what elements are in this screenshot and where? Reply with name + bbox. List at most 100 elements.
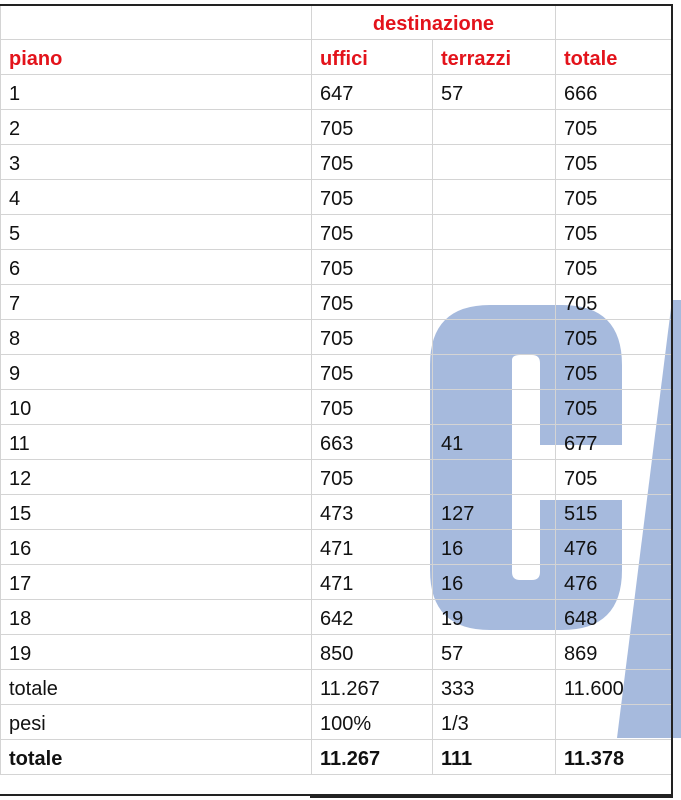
cell-terrazzi[interactable]: [432, 354, 556, 390]
cell-terrazzi[interactable]: 19: [432, 599, 556, 635]
cell-totale[interactable]: 705: [555, 319, 673, 355]
cell-piano[interactable]: 5: [0, 214, 312, 250]
cell-piano[interactable]: 3: [0, 144, 312, 180]
cell-uffici[interactable]: 100%: [311, 704, 433, 740]
cell-terrazzi[interactable]: 41: [432, 424, 556, 460]
cell-terrazzi[interactable]: [432, 144, 556, 180]
cell-totale[interactable]: 515: [555, 494, 673, 530]
cell-terrazzi[interactable]: 111: [432, 739, 556, 775]
cell-uffici[interactable]: 705: [311, 389, 433, 425]
cell-terrazzi[interactable]: [432, 319, 556, 355]
cell-piano[interactable]: 19: [0, 634, 312, 670]
cell-terrazzi[interactable]: 1/3: [432, 704, 556, 740]
table-row: 16 471 16 476: [0, 529, 673, 565]
weighted-total-row: totale 11.267 111 11.378: [0, 739, 673, 775]
table-row: 11 663 41 677: [0, 424, 673, 460]
cell-piano[interactable]: 15: [0, 494, 312, 530]
cell-terrazzi[interactable]: [432, 179, 556, 215]
cell-totale[interactable]: 869: [555, 634, 673, 670]
cell-totale[interactable]: 705: [555, 284, 673, 320]
cell-terrazzi[interactable]: 16: [432, 564, 556, 600]
cell-piano[interactable]: 2: [0, 109, 312, 145]
cell-totale[interactable]: 648: [555, 599, 673, 635]
cell-totale[interactable]: 705: [555, 144, 673, 180]
group-header-destinazione[interactable]: destinazione: [311, 4, 556, 40]
column-header-piano[interactable]: piano: [0, 39, 312, 75]
cell-uffici[interactable]: 471: [311, 564, 433, 600]
cell-piano[interactable]: 10: [0, 389, 312, 425]
cell-piano[interactable]: 11: [0, 424, 312, 460]
cell-piano[interactable]: 9: [0, 354, 312, 390]
table-row: 15 473 127 515: [0, 494, 673, 530]
cell-piano[interactable]: 17: [0, 564, 312, 600]
cell-totale[interactable]: 666: [555, 74, 673, 110]
table-row: 17 471 16 476: [0, 564, 673, 600]
cell-piano[interactable]: totale: [0, 739, 312, 775]
group-header-row: destinazione: [0, 4, 673, 40]
cell-uffici[interactable]: 705: [311, 109, 433, 145]
cell[interactable]: [0, 4, 312, 40]
cell-uffici[interactable]: 705: [311, 319, 433, 355]
cell-terrazzi[interactable]: 333: [432, 669, 556, 705]
cell-totale[interactable]: 705: [555, 354, 673, 390]
cell-uffici[interactable]: 705: [311, 144, 433, 180]
cell-piano[interactable]: 7: [0, 284, 312, 320]
cell-totale[interactable]: 705: [555, 249, 673, 285]
cell-uffici[interactable]: 11.267: [311, 669, 433, 705]
cell-piano[interactable]: 12: [0, 459, 312, 495]
cell-piano[interactable]: 6: [0, 249, 312, 285]
cell-totale[interactable]: 11.378: [555, 739, 673, 775]
cell-terrazzi[interactable]: 127: [432, 494, 556, 530]
cell-uffici[interactable]: 473: [311, 494, 433, 530]
cell-totale[interactable]: 705: [555, 214, 673, 250]
cell-piano[interactable]: 4: [0, 179, 312, 215]
cell-piano[interactable]: 16: [0, 529, 312, 565]
cell-uffici[interactable]: 705: [311, 459, 433, 495]
cell-terrazzi[interactable]: [432, 459, 556, 495]
cell-piano[interactable]: pesi: [0, 704, 312, 740]
cell-terrazzi[interactable]: [432, 284, 556, 320]
cell-totale[interactable]: 476: [555, 529, 673, 565]
cell-totale[interactable]: [555, 704, 673, 740]
spreadsheet-table: destinazione piano uffici terrazzi total…: [0, 4, 673, 775]
table-row: 19 850 57 869: [0, 634, 673, 670]
table-row: 1 647 57 666: [0, 74, 673, 110]
cell-uffici[interactable]: 647: [311, 74, 433, 110]
cell-uffici[interactable]: 705: [311, 284, 433, 320]
cell-totale[interactable]: 476: [555, 564, 673, 600]
cell-totale[interactable]: 705: [555, 179, 673, 215]
cell-piano[interactable]: 18: [0, 599, 312, 635]
cell-uffici[interactable]: 705: [311, 354, 433, 390]
cell-terrazzi[interactable]: 57: [432, 74, 556, 110]
cell-totale[interactable]: 705: [555, 389, 673, 425]
cell-totale[interactable]: 677: [555, 424, 673, 460]
cell-totale[interactable]: 705: [555, 109, 673, 145]
cell-piano[interactable]: totale: [0, 669, 312, 705]
table-row: 5 705 705: [0, 214, 673, 250]
column-header-terrazzi[interactable]: terrazzi: [432, 39, 556, 75]
cell-terrazzi[interactable]: 57: [432, 634, 556, 670]
column-header-uffici[interactable]: uffici: [311, 39, 433, 75]
cell-uffici[interactable]: 11.267: [311, 739, 433, 775]
cell-totale[interactable]: 705: [555, 459, 673, 495]
column-header-totale[interactable]: totale: [555, 39, 673, 75]
cell-totale[interactable]: 11.600: [555, 669, 673, 705]
cell[interactable]: [555, 4, 673, 40]
cell-uffici[interactable]: 471: [311, 529, 433, 565]
cell-uffici[interactable]: 850: [311, 634, 433, 670]
table-row: 2 705 705: [0, 109, 673, 145]
table-row: 9 705 705: [0, 354, 673, 390]
cell-piano[interactable]: 1: [0, 74, 312, 110]
cell-uffici[interactable]: 642: [311, 599, 433, 635]
cell-terrazzi[interactable]: [432, 389, 556, 425]
cell-uffici[interactable]: 705: [311, 214, 433, 250]
cell-piano[interactable]: 8: [0, 319, 312, 355]
cell-uffici[interactable]: 663: [311, 424, 433, 460]
cell-terrazzi[interactable]: [432, 214, 556, 250]
cell-uffici[interactable]: 705: [311, 179, 433, 215]
cell-uffici[interactable]: 705: [311, 249, 433, 285]
cell-terrazzi[interactable]: [432, 109, 556, 145]
cell-terrazzi[interactable]: 16: [432, 529, 556, 565]
cell-terrazzi[interactable]: [432, 249, 556, 285]
table-row: 12 705 705: [0, 459, 673, 495]
